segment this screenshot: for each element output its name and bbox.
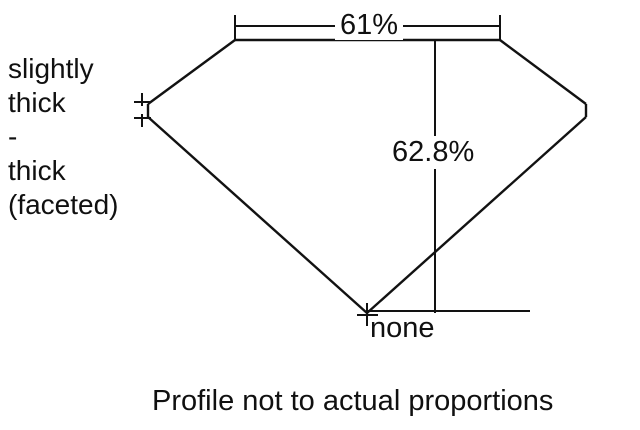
- pavilion-left-line: [147, 116, 368, 314]
- crown-right-line: [499, 39, 587, 105]
- table-percentage-label: 61%: [335, 11, 404, 40]
- depth-percentage-label: 62.8%: [388, 136, 481, 169]
- culet-size-label: none: [370, 312, 435, 344]
- diagram-caption: Profile not to actual proportions: [152, 385, 554, 417]
- pavilion-right-line: [366, 116, 587, 314]
- girdle-thickness-label: slightly thick - thick (faceted): [8, 53, 119, 220]
- crown-left-line: [147, 39, 236, 105]
